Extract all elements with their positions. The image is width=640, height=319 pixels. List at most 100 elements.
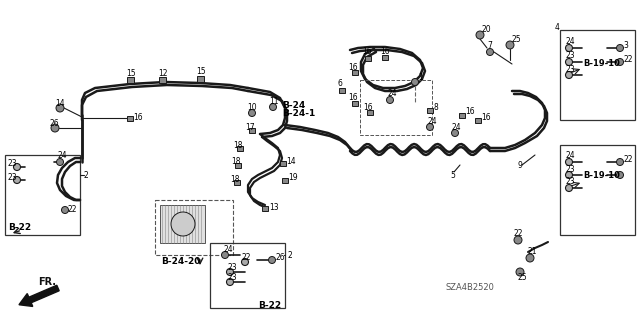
Text: 26: 26 [50,118,60,128]
Circle shape [616,58,623,65]
Text: 14: 14 [286,157,296,166]
Text: 16: 16 [348,63,358,71]
Bar [155,200,233,255]
Bar [262,205,268,211]
Bar [235,162,241,167]
FancyArrow shape [19,285,59,307]
Text: 18: 18 [233,140,243,150]
Circle shape [506,41,514,49]
Text: 24: 24 [566,38,575,47]
Bar [210,243,285,308]
Bar [360,80,432,135]
Text: 23: 23 [566,51,575,61]
Circle shape [13,164,20,170]
Text: 16: 16 [380,47,390,56]
Circle shape [486,48,493,56]
Text: 24: 24 [223,244,232,254]
Circle shape [221,251,228,258]
Bar [560,30,635,120]
Text: 25: 25 [512,34,522,43]
Circle shape [227,278,234,286]
Circle shape [566,184,573,191]
Bar [475,117,481,122]
Circle shape [616,44,623,51]
Text: 22: 22 [623,56,632,64]
Bar [196,76,204,82]
Text: 9: 9 [518,160,523,169]
Text: 1: 1 [418,73,423,83]
Circle shape [56,159,63,166]
Text: 21: 21 [528,248,538,256]
Circle shape [516,268,524,276]
Bar [459,113,465,117]
Text: 12: 12 [158,69,168,78]
Text: 24: 24 [427,116,436,125]
Text: 23: 23 [566,165,575,174]
Bar [352,100,358,106]
Circle shape [412,78,419,85]
Circle shape [616,172,623,179]
Text: 16: 16 [348,93,358,102]
Text: 23: 23 [566,64,575,73]
Text: B-24-20: B-24-20 [161,257,200,266]
Text: 22: 22 [241,253,250,262]
Text: 14: 14 [55,99,65,108]
Text: 22: 22 [513,229,522,239]
Text: 16: 16 [362,48,372,56]
Circle shape [514,236,522,244]
Circle shape [566,159,573,166]
Circle shape [566,172,573,179]
Circle shape [56,104,64,112]
Circle shape [61,206,68,213]
Bar [127,115,133,121]
Text: B-24: B-24 [282,101,305,110]
Text: 18: 18 [231,158,241,167]
Circle shape [566,44,573,51]
Text: B-24-1: B-24-1 [282,108,316,117]
Text: FR.: FR. [38,277,56,287]
Text: 2: 2 [83,170,88,180]
Circle shape [227,269,234,276]
Text: 6: 6 [337,79,342,88]
Text: 8: 8 [433,103,438,113]
Bar [367,109,373,115]
Text: 19: 19 [288,174,298,182]
Text: 24: 24 [58,152,68,160]
Bar [560,145,635,235]
Text: 15: 15 [196,68,205,77]
Text: 5: 5 [450,170,455,180]
Bar [5,155,80,235]
Circle shape [248,109,255,116]
Bar [352,70,358,75]
Circle shape [426,123,433,130]
Text: 23: 23 [566,177,575,187]
Text: 16: 16 [133,114,143,122]
Text: B-22: B-22 [258,300,281,309]
Text: B-19-10: B-19-10 [583,172,620,181]
Circle shape [171,212,195,236]
Text: 24: 24 [388,90,397,99]
Circle shape [616,159,623,166]
Circle shape [526,254,534,262]
Circle shape [241,258,248,265]
Text: 26: 26 [276,253,285,262]
Text: 22: 22 [623,155,632,165]
Text: 24: 24 [452,122,461,131]
Text: 7: 7 [487,41,492,50]
Bar [127,77,134,83]
Circle shape [451,130,458,137]
Text: 15: 15 [126,69,136,78]
Circle shape [387,97,394,103]
Text: 11: 11 [269,97,278,106]
Bar [160,205,205,243]
Text: 23: 23 [7,173,17,182]
Text: 3: 3 [623,41,628,50]
Text: B-19-10: B-19-10 [583,58,620,68]
Text: 4: 4 [555,23,560,32]
Bar [234,180,240,184]
Circle shape [566,58,573,65]
Text: 10: 10 [247,102,257,112]
Text: 16: 16 [363,102,372,112]
Circle shape [476,31,484,39]
Text: 16: 16 [481,113,491,122]
